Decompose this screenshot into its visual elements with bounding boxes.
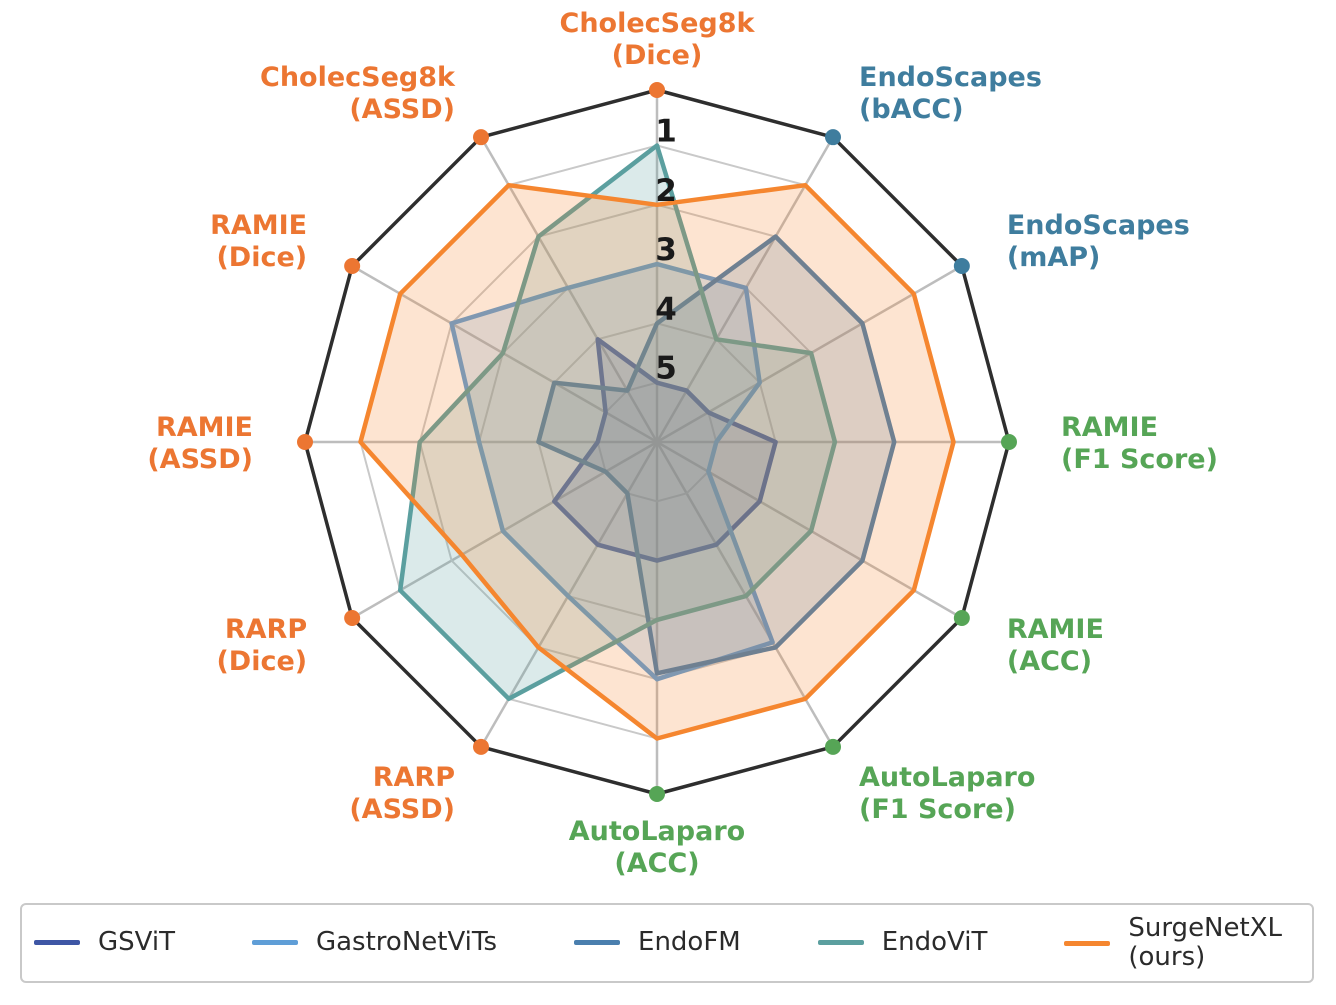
axis-label-line: RARP <box>373 762 455 793</box>
axis-label-line: (ASSD) <box>349 94 455 125</box>
legend-label-endofm: EndoFM <box>638 928 741 957</box>
series-fill-gastronetvits <box>451 264 773 680</box>
series-fill-endofm <box>538 236 895 674</box>
axis-label-ramie-10: RAMIE(Dice) <box>210 210 307 273</box>
axis-tip-dot <box>473 738 489 755</box>
axis-label-line: RAMIE <box>210 210 307 241</box>
series-polygon-gastronetvits <box>449 261 775 682</box>
axis-label-ramie-4: RAMIE(ACC) <box>1007 614 1104 677</box>
legend-label-gsvit: GSViT <box>98 928 175 957</box>
axis-tip-dot <box>344 258 361 274</box>
axis-label-autolaparo-5: AutoLaparo(F1 Score) <box>859 762 1035 825</box>
axis-label-line: (ACC) <box>614 848 699 879</box>
series-fill-surgenetxl <box>360 185 954 739</box>
axis-label-autolaparo-6: AutoLaparo(ACC) <box>569 816 745 879</box>
series-polygon-endovit <box>397 143 838 702</box>
legend-swatch-gsvit <box>34 940 80 946</box>
axis-tip-dot <box>344 610 361 626</box>
axis-label-line: RAMIE <box>1007 614 1104 645</box>
axis-label-line: (Dice) <box>216 242 307 273</box>
legend-swatch-endovit <box>817 940 864 946</box>
legend-item-gastronetvits: GastroNetViTs <box>251 928 497 957</box>
legend-item-endovit: EndoViT <box>817 928 988 957</box>
axis-tip-dot <box>649 82 665 98</box>
legend: GSViT GastroNetViTs EndoFM EndoViT SurgeNetX… <box>20 903 1314 983</box>
axis-label-line: (ACC) <box>1007 646 1092 677</box>
legend-label-line: SurgeNetXL <box>1128 912 1282 943</box>
axis-label-line: AutoLaparo <box>569 816 745 847</box>
axis-label-endoscapes-1: EndoScapes(bACC) <box>859 62 1042 125</box>
axis-tip-dot <box>297 434 313 450</box>
axis-label-line: RAMIE <box>1061 412 1158 443</box>
series-polygon-surgenetxl <box>358 182 956 741</box>
axis-label-cholecseg8k-0: CholecSeg8k(Dice) <box>560 8 756 71</box>
legend-swatch-gastronetvits <box>251 940 298 946</box>
axis-label-line: RAMIE <box>156 412 253 443</box>
axis-label-line: EndoScapes <box>859 62 1042 93</box>
axis-label-rarp-7: RARP(ASSD) <box>349 762 455 825</box>
axis-tip-dot <box>953 610 970 626</box>
legend-label-gastronetvits: GastroNetViTs <box>316 928 497 957</box>
axis-label-line: RARP <box>225 614 307 645</box>
axis-label-line: AutoLaparo <box>859 762 1035 793</box>
axis-tip-dot <box>649 786 665 802</box>
series-polygon-endofm <box>536 234 897 676</box>
axis-label-line: CholecSeg8k <box>260 62 456 93</box>
axis-label-line: (F1 Score) <box>1061 444 1218 475</box>
axis-label-line: (bACC) <box>859 94 964 125</box>
legend-item-surgenetxl: SurgeNetXL (ours) <box>1064 912 1282 972</box>
legend-label-line: EndoViT <box>881 927 988 958</box>
axis-label-line: (ASSD) <box>147 444 253 475</box>
axis-label-line: (ASSD) <box>349 794 455 825</box>
axis-tip-dot <box>1001 434 1017 450</box>
axis-label-line: CholecSeg8k <box>560 8 756 39</box>
legend-label-line: (ours) <box>1128 942 1206 972</box>
axis-label-cholecseg8k-11: CholecSeg8k(ASSD) <box>260 62 456 125</box>
axis-label-line: (Dice) <box>612 40 703 71</box>
series-fill-endovit <box>400 145 835 699</box>
axis-label-ramie-3: RAMIE(F1 Score) <box>1061 412 1218 475</box>
axis-label-line: (mAP) <box>1007 242 1101 273</box>
axis-tip-dot <box>953 258 970 274</box>
tick-label: 5 <box>655 351 677 387</box>
legend-swatch-endofm <box>574 940 621 946</box>
axis-tip-dot <box>825 738 841 755</box>
tick-label: 3 <box>655 232 677 268</box>
axis-label-line: (F1 Score) <box>859 794 1016 825</box>
radar-chart: 12345CholecSeg8k(Dice)EndoScapes(bACC)En… <box>147 8 1218 879</box>
legend-item-endofm: EndoFM <box>574 928 741 957</box>
series-polygon-gsvit <box>552 337 778 563</box>
legend-label-line: GSViT <box>98 927 175 958</box>
legend-item-gsvit: GSViT <box>34 928 175 957</box>
tick-label: 1 <box>655 114 677 150</box>
axis-label-ramie-9: RAMIE(ASSD) <box>147 412 253 475</box>
legend-label-line: EndoFM <box>638 927 741 958</box>
legend-swatch-surgenetxl <box>1064 940 1111 946</box>
axis-label-rarp-8: RARP(Dice) <box>216 614 307 677</box>
legend-label-line: GastroNetViTs <box>315 927 498 958</box>
legend-label-surgenetxl: SurgeNetXL (ours) <box>1128 912 1282 972</box>
axis-tip-dot <box>825 129 841 146</box>
axis-label-endoscapes-2: EndoScapes(mAP) <box>1007 210 1190 273</box>
axis-label-line: EndoScapes <box>1007 210 1190 241</box>
tick-label: 4 <box>655 291 677 327</box>
axis-tip-dot <box>473 129 489 146</box>
tick-label: 2 <box>655 173 677 209</box>
legend-label-endovit: EndoViT <box>882 928 988 957</box>
axis-label-line: (Dice) <box>216 646 307 677</box>
